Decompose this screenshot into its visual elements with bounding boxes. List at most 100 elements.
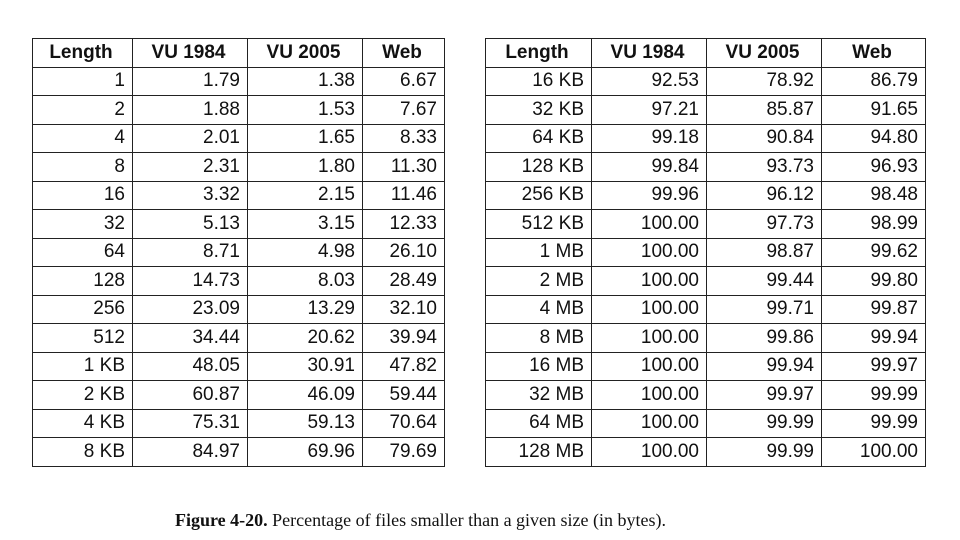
column-header: VU 2005 [247,38,363,68]
table-row: 4 KB 75.31 59.13 70.64 [32,408,445,438]
table-row: 128 MB 100.00 99.99 100.00 [485,437,926,467]
column-header: VU 2005 [706,38,822,68]
percentage-cell: 99.87 [821,294,926,324]
figure-caption: Figure 4-20. Percentage of files smaller… [175,510,666,531]
length-cell: 32 KB [485,95,592,125]
percentage-cell: 70.64 [362,408,445,438]
length-cell: 128 [32,266,133,296]
percentage-cell: 99.80 [821,266,926,296]
length-cell: 256 [32,294,133,324]
percentage-cell: 1.79 [132,66,248,96]
percentage-cell: 3.32 [132,180,248,210]
percentage-cell: 30.91 [247,351,363,381]
length-cell: 1 KB [32,351,133,381]
percentage-cell: 1.53 [247,95,363,125]
length-cell: 64 KB [485,123,592,153]
percentage-cell: 93.73 [706,152,822,182]
column-header: Length [485,38,592,68]
percentage-cell: 23.09 [132,294,248,324]
length-cell: 4 [32,123,133,153]
table-row: 4 MB 100.00 99.71 99.87 [485,294,926,324]
percentage-cell: 13.29 [247,294,363,324]
percentage-cell: 99.99 [821,380,926,410]
percentage-cell: 100.00 [591,237,707,267]
table-row: 8 2.31 1.80 11.30 [32,152,445,182]
percentage-cell: 2.31 [132,152,248,182]
table-row: 64 MB 100.00 99.99 99.99 [485,408,926,438]
percentage-cell: 99.99 [821,408,926,438]
table-row: 2 KB 60.87 46.09 59.44 [32,380,445,410]
percentage-cell: 98.48 [821,180,926,210]
percentage-cell: 28.49 [362,266,445,296]
table-header-row: Length VU 1984 VU 2005 Web [32,38,445,68]
length-cell: 4 MB [485,294,592,324]
length-cell: 128 MB [485,437,592,467]
column-header: Web [821,38,926,68]
percentage-cell: 99.84 [591,152,707,182]
percentage-cell: 90.84 [706,123,822,153]
percentage-cell: 11.46 [362,180,445,210]
percentage-cell: 99.18 [591,123,707,153]
percentage-cell: 79.69 [362,437,445,467]
percentage-cell: 1.88 [132,95,248,125]
table-header-row: Length VU 1984 VU 2005 Web [485,38,926,68]
percentage-cell: 60.87 [132,380,248,410]
column-header: Web [362,38,445,68]
percentage-cell: 8.71 [132,237,248,267]
percentage-cell: 99.94 [706,351,822,381]
length-cell: 4 KB [32,408,133,438]
percentage-cell: 34.44 [132,323,248,353]
percentage-cell: 100.00 [591,380,707,410]
table-row: 1 MB 100.00 98.87 99.62 [485,237,926,267]
table-row: 16 KB 92.53 78.92 86.79 [485,66,926,96]
percentage-cell: 100.00 [591,351,707,381]
table-row: 256 23.09 13.29 32.10 [32,294,445,324]
table-row: 128 14.73 8.03 28.49 [32,266,445,296]
percentage-cell: 46.09 [247,380,363,410]
table-row: 512 34.44 20.62 39.94 [32,323,445,353]
column-header: VU 1984 [591,38,707,68]
percentage-cell: 8.03 [247,266,363,296]
percentage-cell: 4.98 [247,237,363,267]
percentage-cell: 99.97 [706,380,822,410]
percentage-cell: 98.99 [821,209,926,239]
percentage-cell: 20.62 [247,323,363,353]
percentage-cell: 100.00 [591,294,707,324]
percentage-cell: 97.21 [591,95,707,125]
file-size-table-left: Length VU 1984 VU 2005 Web 1 1.79 1.38 6.67 2 1.… [32,38,445,467]
length-cell: 512 KB [485,209,592,239]
percentage-cell: 2.15 [247,180,363,210]
percentage-cell: 59.44 [362,380,445,410]
length-cell: 2 [32,95,133,125]
percentage-cell: 78.92 [706,66,822,96]
column-header: Length [32,38,133,68]
table-row: 4 2.01 1.65 8.33 [32,123,445,153]
percentage-cell: 86.79 [821,66,926,96]
percentage-cell: 7.67 [362,95,445,125]
length-cell: 8 MB [485,323,592,353]
percentage-cell: 91.65 [821,95,926,125]
length-cell: 16 KB [485,66,592,96]
length-cell: 256 KB [485,180,592,210]
percentage-cell: 14.73 [132,266,248,296]
percentage-cell: 94.80 [821,123,926,153]
table-row: 32 5.13 3.15 12.33 [32,209,445,239]
percentage-cell: 99.44 [706,266,822,296]
percentage-cell: 100.00 [591,437,707,467]
percentage-cell: 99.71 [706,294,822,324]
percentage-cell: 26.10 [362,237,445,267]
column-header: VU 1984 [132,38,248,68]
table-row: 1 1.79 1.38 6.67 [32,66,445,96]
length-cell: 64 MB [485,408,592,438]
caption-text: Percentage of files smaller than a given… [272,510,667,530]
length-cell: 32 [32,209,133,239]
length-cell: 8 [32,152,133,182]
percentage-cell: 32.10 [362,294,445,324]
table-row: 32 KB 97.21 85.87 91.65 [485,95,926,125]
percentage-cell: 3.15 [247,209,363,239]
table-row: 128 KB 99.84 93.73 96.93 [485,152,926,182]
percentage-cell: 99.86 [706,323,822,353]
length-cell: 1 MB [485,237,592,267]
table-row: 32 MB 100.00 99.97 99.99 [485,380,926,410]
percentage-cell: 100.00 [591,323,707,353]
